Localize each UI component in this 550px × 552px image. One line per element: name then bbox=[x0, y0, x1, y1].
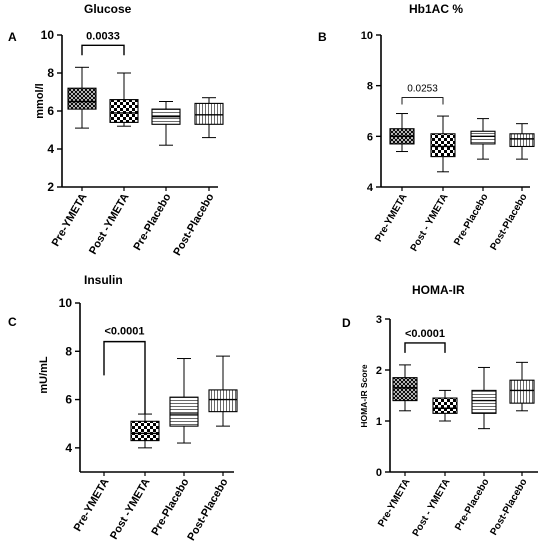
x-tick-label: Pre-YMETA bbox=[72, 476, 112, 533]
significance-bracket: 0.0033 bbox=[81, 30, 125, 56]
box-post-ymeta bbox=[109, 72, 139, 127]
box-body bbox=[109, 99, 139, 123]
x-tick-label: Post-Placebo bbox=[488, 192, 529, 252]
box-pre-placebo bbox=[470, 118, 496, 160]
box-body bbox=[509, 379, 535, 404]
x-tick-label: Post-Placebo bbox=[185, 476, 230, 543]
y-tick-label: 4 bbox=[367, 182, 374, 194]
y-axis-label: HOMA-IR Score bbox=[359, 364, 369, 428]
box-post-placebo bbox=[208, 355, 238, 427]
panel-B: B Hb1AC % 4 6 8 10 Pre-YMETA Post - YMETA Pre-Pl… bbox=[318, 2, 535, 253]
box-pre-placebo bbox=[471, 366, 497, 430]
y-axis-label: mmol/l bbox=[34, 83, 46, 118]
box-post-ymeta bbox=[130, 413, 160, 449]
y-tick-label: 6 bbox=[367, 131, 373, 143]
panel-title: HOMA-IR bbox=[412, 283, 465, 297]
box-pre-ymeta bbox=[67, 66, 97, 129]
panel-label: D bbox=[342, 316, 351, 330]
x-tick-label: Pre-Placebo bbox=[453, 477, 491, 533]
p-value-label: <0.0001 bbox=[104, 326, 144, 338]
y-tick-label: 2 bbox=[376, 365, 382, 377]
box-body bbox=[471, 389, 497, 414]
bracket-line bbox=[81, 44, 125, 56]
box-body bbox=[470, 130, 496, 145]
p-value-label: 0.0253 bbox=[407, 84, 438, 95]
panel-title: Glucose bbox=[84, 2, 132, 16]
box-pre-ymeta bbox=[392, 364, 418, 412]
y-tick-label: 2 bbox=[47, 180, 54, 194]
box-post-ymeta bbox=[432, 389, 458, 422]
y-tick-label: 10 bbox=[361, 30, 373, 42]
box-post-placebo bbox=[509, 123, 535, 160]
panel-label: C bbox=[8, 315, 17, 329]
y-tick-label: 10 bbox=[59, 296, 73, 310]
y-tick-label: 4 bbox=[47, 142, 54, 156]
bracket-line bbox=[103, 340, 146, 415]
y-tick-label: 10 bbox=[41, 28, 55, 42]
box-body bbox=[194, 102, 224, 125]
significance-bracket: <0.0001 bbox=[404, 328, 446, 353]
box-pre-placebo bbox=[151, 101, 181, 146]
box-body bbox=[392, 377, 418, 402]
box-pre-placebo bbox=[169, 358, 199, 444]
box-body bbox=[430, 133, 456, 158]
x-tick-label: Pre-YMETA bbox=[373, 192, 409, 244]
p-value-label: 0.0033 bbox=[86, 30, 120, 42]
box-post-placebo bbox=[509, 361, 535, 412]
panel-title: Insulin bbox=[84, 273, 123, 287]
box-body bbox=[432, 397, 458, 414]
bracket-line bbox=[401, 97, 444, 105]
y-tick-label: 4 bbox=[65, 441, 72, 455]
panel-label: B bbox=[318, 30, 327, 44]
x-tick-label: Post -YMETA bbox=[87, 191, 132, 256]
box-body bbox=[130, 420, 160, 442]
x-tick-label: Post - YMETA bbox=[409, 192, 451, 253]
x-tick-label: Pre-Placebo bbox=[452, 192, 490, 248]
x-tick-label: Post-Placebo bbox=[488, 477, 529, 537]
y-tick-label: 8 bbox=[47, 66, 54, 80]
box-body bbox=[509, 133, 535, 148]
y-tick-label: 1 bbox=[376, 416, 382, 428]
x-tick-label: Post-Placebo bbox=[171, 191, 216, 258]
significance-bracket: 0.0253 bbox=[401, 84, 444, 105]
p-value-label: <0.0001 bbox=[405, 328, 445, 340]
box-body bbox=[67, 87, 97, 110]
y-tick-label: 0 bbox=[376, 467, 382, 479]
y-tick-label: 6 bbox=[65, 393, 72, 407]
box-pre-ymeta bbox=[389, 113, 415, 153]
y-tick-label: 6 bbox=[47, 104, 54, 118]
x-tick-label: Pre-Placebo bbox=[149, 476, 191, 537]
x-tick-label: Pre-Placebo bbox=[131, 191, 173, 252]
panel-label: A bbox=[8, 30, 17, 44]
bracket-line bbox=[404, 342, 446, 353]
panel-title: Hb1AC % bbox=[409, 2, 463, 16]
y-tick-label: 8 bbox=[367, 81, 373, 93]
y-tick-label: 8 bbox=[65, 344, 72, 358]
x-tick-label: Post - YMETA bbox=[411, 477, 453, 538]
y-axis-label: mU/mL bbox=[38, 356, 50, 394]
box-post-ymeta bbox=[430, 115, 456, 173]
box-post-placebo bbox=[194, 97, 224, 139]
x-tick-label: Pre-YMETA bbox=[376, 477, 412, 529]
x-tick-label: Pre-YMETA bbox=[50, 191, 90, 248]
box-body bbox=[208, 389, 238, 413]
significance-bracket: <0.0001 bbox=[103, 326, 146, 415]
box-body bbox=[169, 396, 199, 427]
x-tick-label: Post -YMETA bbox=[108, 476, 153, 541]
y-tick-label: 3 bbox=[376, 314, 382, 326]
